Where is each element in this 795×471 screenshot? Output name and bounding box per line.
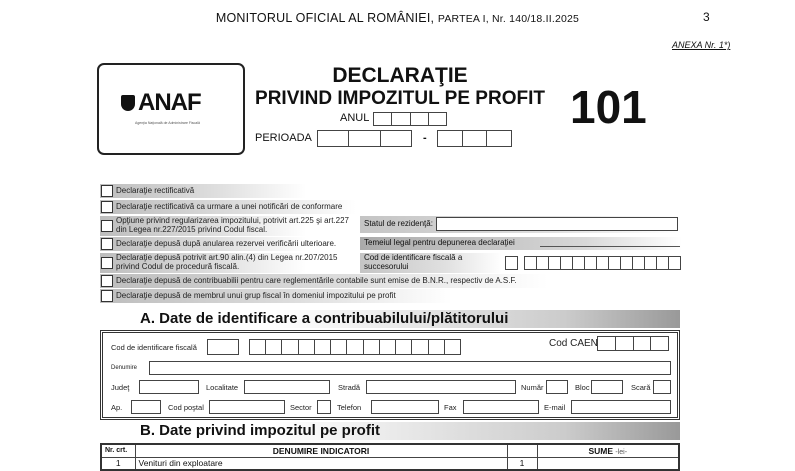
publication-name: MONITORUL OFICIAL AL ROMÂNIEI,	[215, 11, 435, 25]
postal-code-input[interactable]	[209, 400, 285, 414]
checkbox[interactable]	[101, 275, 113, 287]
county-input[interactable]	[139, 380, 199, 394]
year-input[interactable]	[373, 112, 447, 126]
publication-part: PARTEA I, Nr. 140/18.II.2025	[437, 13, 580, 25]
indicators-table: Nr. crt. DENUMIRE INDICATORI SUME -lei- …	[100, 443, 680, 471]
section-a-title: A. Date de identificare a contribuabilul…	[100, 310, 680, 328]
apartment-label: Ap.	[111, 403, 123, 412]
option-rectificativa-notificare[interactable]: Declaraţie rectificativă ca urmare a une…	[100, 200, 420, 214]
form-subtitle: PRIVIND IMPOZITUL PE PROFIT	[255, 88, 545, 109]
successor-cif-prefix-input[interactable]	[505, 256, 518, 270]
email-input[interactable]	[571, 400, 671, 414]
number-input[interactable]	[546, 380, 568, 394]
option-grup-fiscal[interactable]: Declaraţie depusă de membrul unui grup f…	[100, 289, 540, 303]
locality-label: Localitate	[206, 383, 239, 392]
table-row: 1 Venituri din exploatare 1	[100, 456, 680, 471]
sector-label: Sector	[290, 403, 312, 412]
section-a-box: Cod de identificare fiscală Cod CAEN Den…	[100, 330, 680, 420]
col-sums: SUME -lei-	[536, 443, 680, 458]
form-number: 101	[570, 81, 647, 133]
col-code	[506, 443, 538, 458]
block-input[interactable]	[591, 380, 623, 394]
shield-icon	[121, 95, 135, 111]
name-label: Denumire	[111, 365, 138, 371]
checkbox[interactable]	[101, 185, 113, 197]
name-input[interactable]	[149, 361, 671, 375]
sector-input[interactable]	[317, 400, 331, 414]
residence-label: Statul de rezidenţă:	[364, 219, 433, 229]
period-label: PERIOADA	[255, 132, 312, 144]
postal-code-label: Cod poştal	[168, 403, 204, 412]
checkbox[interactable]	[101, 257, 113, 269]
residence-field: Statul de rezidenţă:	[360, 216, 682, 233]
legal-basis-input[interactable]	[540, 246, 680, 247]
row-name: Venituri din exploatare	[134, 456, 508, 471]
successor-cif-label: Cod de identificare fiscală a succesorul…	[364, 253, 463, 271]
street-input[interactable]	[366, 380, 516, 394]
option-label: Declaraţie depusă potrivit art.90 alin.(…	[116, 253, 338, 271]
period-start-input[interactable]	[317, 130, 412, 147]
option-label: Declaraţie depusă de contribuabilii pent…	[116, 275, 517, 285]
row-nr: 1	[100, 456, 136, 471]
checkbox[interactable]	[101, 201, 113, 213]
staircase-label: Scară	[631, 383, 651, 392]
period-end-input[interactable]	[437, 130, 512, 147]
legal-basis-field: Temeiul legal pentru depunerea declaraţi…	[360, 237, 682, 250]
phone-input[interactable]	[371, 400, 439, 414]
legal-basis-label: Temeiul legal pentru depunerea declaraţi…	[364, 238, 515, 248]
caen-input[interactable]	[597, 336, 669, 351]
col-nr: Nr. crt.	[100, 443, 136, 458]
checkbox[interactable]	[101, 290, 113, 302]
logo-subtitle: Agenţia Naţională de Administrare Fiscal…	[135, 121, 200, 125]
checkbox[interactable]	[101, 220, 113, 232]
fax-label: Fax	[444, 403, 457, 412]
option-label: Declaraţie depusă după anularea rezervei…	[116, 238, 337, 248]
staircase-input[interactable]	[653, 380, 671, 394]
annex-label: ANEXA Nr. 1*)	[672, 40, 731, 50]
logo-brand: ANAF	[138, 89, 202, 116]
block-label: Bloc	[575, 383, 590, 392]
caen-label: Cod CAEN	[549, 338, 598, 349]
option-label: Declaraţie rectificativă	[116, 185, 195, 195]
period-separator: -	[423, 132, 427, 144]
gazette-header: MONITORUL OFICIAL AL ROMÂNIEI, PARTEA I,…	[0, 11, 795, 25]
residence-input[interactable]	[436, 217, 678, 231]
cif-label: Cod de identificare fiscală	[111, 343, 197, 352]
checkbox[interactable]	[101, 238, 113, 250]
successor-cif-field: Cod de identificare fiscală a succesorul…	[360, 253, 502, 273]
option-anulare-rezerva[interactable]: Declaraţie depusă după anularea rezervei…	[100, 237, 358, 251]
option-label: Declaraţie rectificativă ca urmare a une…	[116, 201, 343, 211]
col-name: DENUMIRE INDICATORI	[134, 443, 508, 458]
row-code: 1	[506, 456, 538, 471]
row-value-input[interactable]	[536, 456, 680, 471]
option-label: Declaraţie depusă de membrul unui grup f…	[116, 290, 396, 300]
fax-input[interactable]	[463, 400, 539, 414]
section-b-title: B. Date privind impozitul pe profit	[100, 422, 680, 440]
apartment-input[interactable]	[131, 400, 161, 414]
form-title: DECLARAŢIE	[332, 64, 468, 87]
sums-label: SUME	[588, 445, 613, 456]
locality-input[interactable]	[244, 380, 330, 394]
cif-prefix-input[interactable]	[207, 339, 239, 355]
successor-cif-input[interactable]	[524, 256, 681, 270]
street-label: Stradă	[338, 383, 361, 392]
option-bnr-asf[interactable]: Declaraţie depusă de contribuabilii pent…	[100, 274, 660, 288]
number-label: Număr	[521, 383, 544, 392]
option-art90[interactable]: Declaraţie depusă potrivit art.90 alin.(…	[100, 253, 358, 273]
page-number: 3	[703, 10, 710, 24]
phone-label: Telefon	[337, 403, 362, 412]
option-regularizare[interactable]: Opţiune privind regularizarea impozitulu…	[100, 216, 358, 236]
unit-label: -lei-	[615, 448, 628, 456]
option-label: Opţiune privind regularizarea impozitulu…	[116, 216, 350, 234]
anaf-logo: ANAF Agenţia Naţională de Administrare F…	[97, 63, 245, 155]
email-label: E-mail	[544, 403, 566, 412]
year-label: ANUL	[340, 112, 370, 124]
county-label: Judeţ	[111, 383, 130, 392]
table-header: Nr. crt. DENUMIRE INDICATORI SUME -lei-	[100, 443, 680, 458]
option-rectificativa[interactable]: Declaraţie rectificativă	[100, 184, 358, 198]
cif-input[interactable]	[249, 339, 461, 355]
